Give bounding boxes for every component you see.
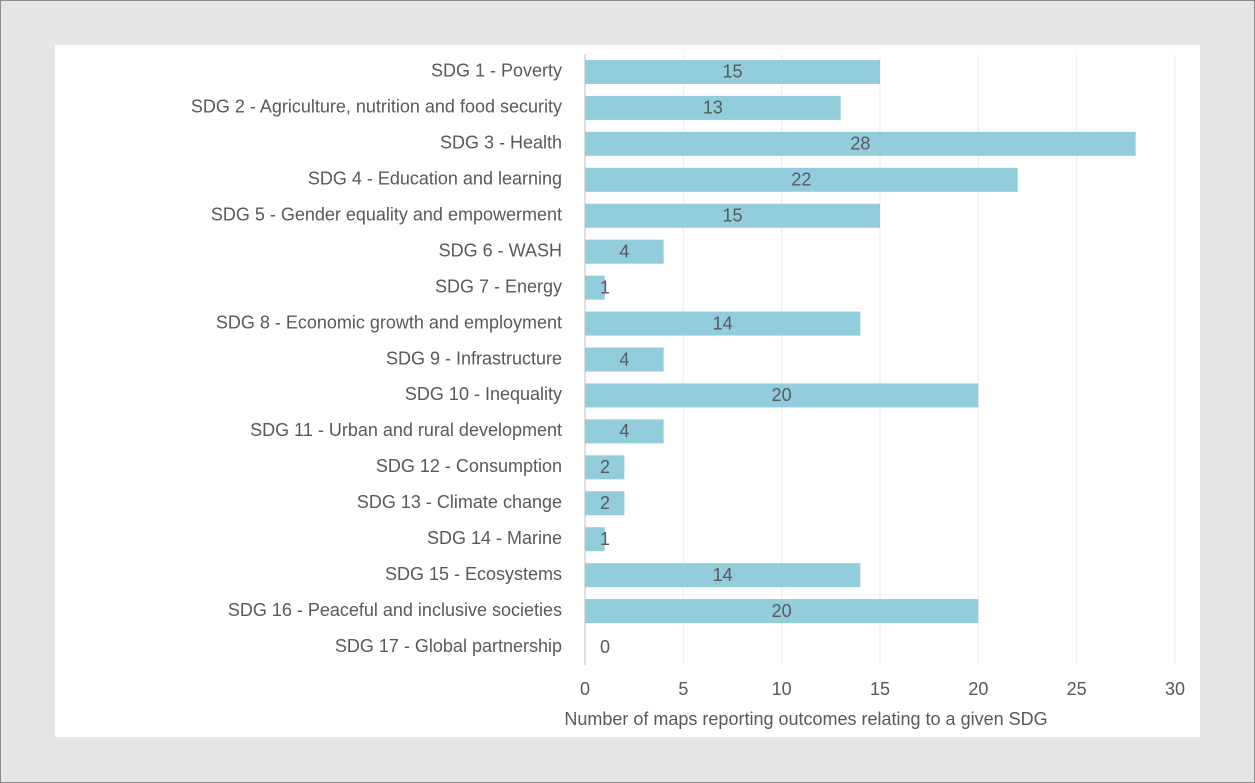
y-tick-label: SDG 17 - Global partnership [335, 636, 562, 656]
x-tick-label: 30 [1165, 679, 1185, 699]
y-tick-label: SDG 12 - Consumption [376, 456, 562, 476]
data-label: 20 [772, 385, 792, 405]
bar [585, 419, 664, 444]
y-tick-label: SDG 10 - Inequality [405, 384, 562, 404]
x-axis-title: Number of maps reporting outcomes relati… [564, 709, 1047, 729]
bar [585, 239, 664, 264]
data-label: 4 [619, 349, 629, 369]
data-label: 15 [722, 205, 742, 225]
bar [585, 167, 1018, 192]
y-tick-label: SDG 7 - Energy [435, 276, 562, 296]
x-tick-label: 15 [870, 679, 890, 699]
data-label: 2 [600, 457, 610, 477]
data-label: 1 [600, 277, 610, 297]
data-label: 0 [600, 637, 610, 657]
data-label: 14 [713, 565, 733, 585]
bar [585, 491, 625, 516]
x-tick-label: 5 [678, 679, 688, 699]
bar [585, 59, 880, 84]
bar [585, 527, 605, 552]
data-label: 13 [703, 98, 723, 118]
y-tick-label: SDG 16 - Peaceful and inclusive societie… [228, 600, 562, 620]
y-tick-label: SDG 6 - WASH [439, 240, 562, 260]
bar [585, 203, 880, 228]
bar [585, 347, 664, 372]
y-tick-label: SDG 5 - Gender equality and empowerment [211, 204, 562, 224]
bar [585, 275, 605, 300]
y-tick-label: SDG 11 - Urban and rural development [250, 420, 562, 440]
data-label: 4 [619, 241, 629, 261]
x-tick-label: 20 [968, 679, 988, 699]
y-tick-label: SDG 15 - Ecosystems [385, 564, 562, 584]
data-label: 15 [722, 62, 742, 82]
y-tick-label: SDG 13 - Climate change [357, 492, 562, 512]
y-tick-label: SDG 14 - Marine [427, 528, 562, 548]
bar [585, 455, 625, 480]
y-tick-label: SDG 3 - Health [440, 133, 562, 153]
y-tick-label: SDG 4 - Education and learning [308, 169, 562, 189]
data-label: 20 [772, 601, 792, 621]
bar [585, 599, 979, 624]
x-tick-label: 25 [1067, 679, 1087, 699]
bar [585, 95, 841, 120]
y-tick-label: SDG 8 - Economic growth and employment [216, 312, 562, 332]
bar [585, 383, 979, 408]
y-tick-label: SDG 9 - Infrastructure [386, 348, 562, 368]
bar [585, 563, 861, 588]
data-label: 14 [713, 313, 733, 333]
data-label: 1 [600, 529, 610, 549]
x-tick-label: 0 [580, 679, 590, 699]
y-tick-label: SDG 1 - Poverty [431, 61, 562, 81]
data-label: 28 [850, 134, 870, 154]
data-label: 2 [600, 493, 610, 513]
x-tick-label: 10 [772, 679, 792, 699]
data-label: 22 [791, 170, 811, 190]
data-label: 4 [619, 421, 629, 441]
y-tick-label: SDG 2 - Agriculture, nutrition and food … [191, 97, 562, 117]
bar [585, 311, 861, 336]
bar [585, 131, 1136, 156]
